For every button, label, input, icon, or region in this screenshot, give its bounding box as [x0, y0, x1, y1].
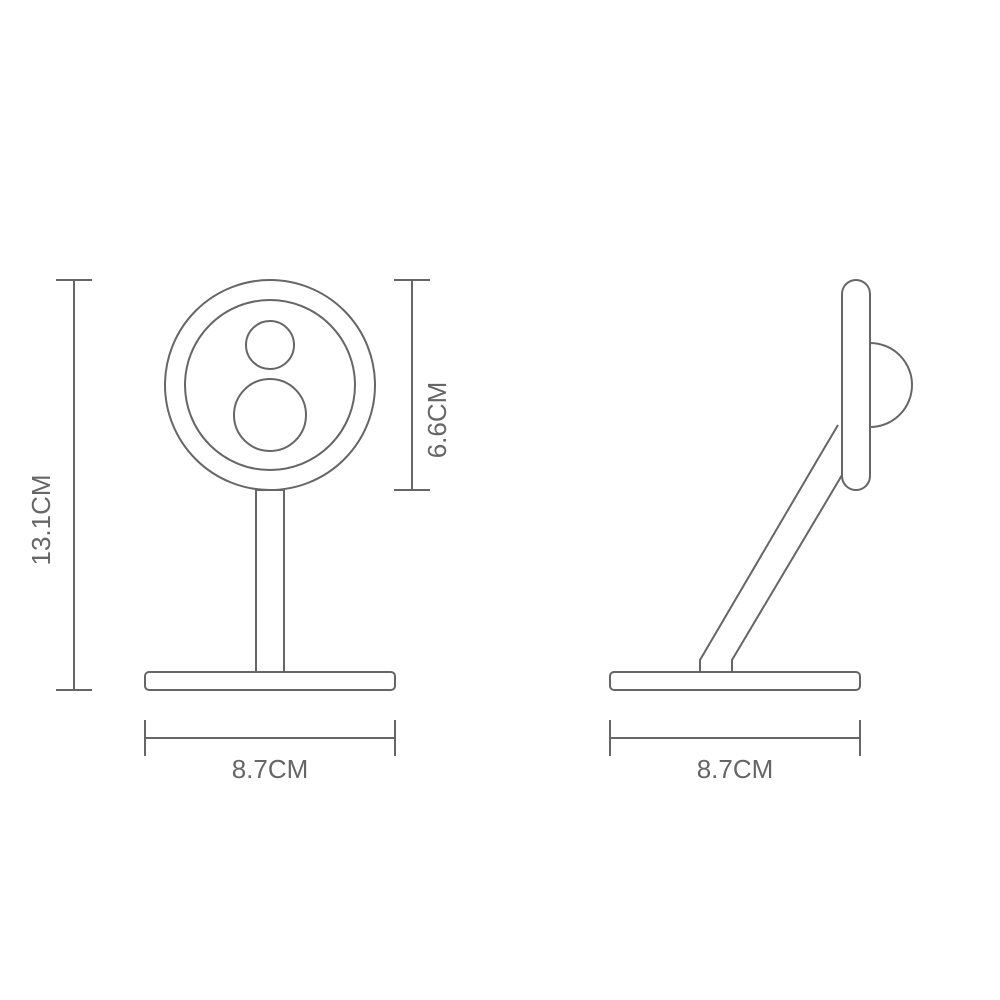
- front-stem: [256, 490, 284, 672]
- side-disc: [842, 280, 870, 490]
- front-base: [145, 672, 395, 690]
- side-arm: [700, 452, 848, 672]
- front-view: [145, 280, 395, 690]
- dim-base-side: [610, 720, 860, 756]
- dim-total-height-label: 13.1CM: [26, 474, 56, 565]
- dim-total-height: [56, 280, 92, 690]
- front-ring-outer: [165, 280, 375, 490]
- side-hub: [870, 343, 912, 427]
- side-base: [610, 672, 860, 690]
- dimension-diagram: 13.1CM 6.6CM 8.7CM 8.7CM: [0, 0, 1000, 1000]
- side-view: [610, 280, 912, 690]
- dim-base-side-label: 8.7CM: [697, 754, 774, 784]
- dim-base-front-label: 8.7CM: [232, 754, 309, 784]
- dim-ring-diameter-label: 6.6CM: [422, 382, 452, 459]
- side-joint-line-1: [822, 425, 838, 452]
- dim-base-front: [145, 720, 395, 756]
